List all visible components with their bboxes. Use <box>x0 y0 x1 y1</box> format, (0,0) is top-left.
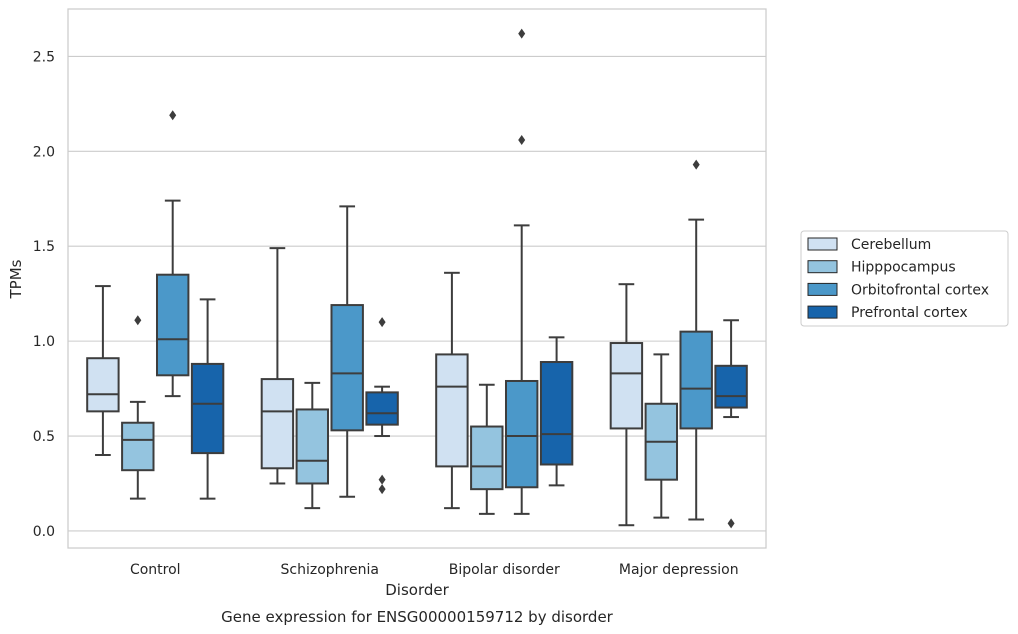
y-axis-title: TPMs <box>7 259 25 299</box>
box-group <box>539 336 574 487</box>
outlier-point <box>518 28 526 39</box>
box <box>330 304 364 432</box>
legend: Cerebellum Hipppocampus Orbitofrontal cort… <box>800 230 1009 327</box>
legend-label: Orbitofrontal cortex <box>851 282 989 298</box>
legend-label: Hipppocampus <box>851 260 956 276</box>
box-group <box>609 283 644 527</box>
outlier-point <box>134 315 142 326</box>
box <box>504 379 539 489</box>
outlier-point <box>692 159 700 170</box>
box-groups <box>86 28 748 529</box>
x-tick-label: Control <box>130 562 181 578</box>
box-group <box>714 319 748 529</box>
box <box>295 408 330 485</box>
y-tick-label: 0.0 <box>33 524 55 540</box>
outlier-point <box>518 134 526 145</box>
box-group <box>504 28 539 515</box>
y-axis-ticks: 0.0 0.5 1.0 1.5 2.0 2.5 <box>33 49 55 539</box>
box <box>435 353 469 468</box>
chart-title: Gene expression for ENSG00000159712 by d… <box>221 608 614 626</box>
outlier-point <box>378 474 386 485</box>
legend-label: Cerebellum <box>851 237 931 253</box>
outlier-point <box>727 518 735 529</box>
y-tick-label: 2.0 <box>33 144 55 160</box>
y-tick-label: 2.5 <box>33 49 55 65</box>
legend-swatch <box>807 237 838 251</box>
box <box>609 342 644 430</box>
box <box>190 362 225 455</box>
legend-label: Prefrontal cortex <box>851 305 968 321</box>
box <box>679 330 713 430</box>
box <box>86 357 120 413</box>
plot-frame <box>67 8 767 549</box>
box-group <box>121 315 155 500</box>
box <box>365 391 399 426</box>
y-tick-label: 0.5 <box>33 429 55 445</box>
box <box>714 364 748 409</box>
x-tick-label: Bipolar disorder <box>449 562 560 578</box>
legend-swatch <box>807 260 838 274</box>
outlier-point <box>378 484 386 495</box>
y-tick-label: 1.0 <box>33 334 55 350</box>
legend-swatch <box>807 305 838 319</box>
box-group <box>295 381 330 510</box>
box <box>470 425 504 491</box>
legend-frame <box>800 230 1009 327</box>
box-group <box>365 317 399 495</box>
x-tick-label: Schizophrenia <box>281 562 379 578</box>
box-group <box>86 285 120 457</box>
box-group <box>155 110 190 398</box>
box <box>539 361 574 466</box>
outlier-point <box>169 110 177 121</box>
box-group <box>435 271 469 510</box>
box <box>260 378 295 470</box>
outlier-point <box>378 317 386 328</box>
box-group <box>679 159 713 521</box>
box-group <box>470 383 504 515</box>
x-axis-ticks: Control Schizophrenia Bipolar disorder Majo… <box>130 562 739 578</box>
x-tick-label: Major depression <box>619 562 739 578</box>
box-group <box>644 353 679 519</box>
box-group <box>190 298 225 500</box>
box-group <box>330 205 364 498</box>
box <box>121 421 155 472</box>
y-tick-label: 1.5 <box>33 239 55 255</box>
box-group <box>260 247 295 485</box>
box <box>155 273 190 377</box>
legend-swatch <box>807 282 838 296</box>
x-axis-title: Disorder <box>385 581 449 599</box>
